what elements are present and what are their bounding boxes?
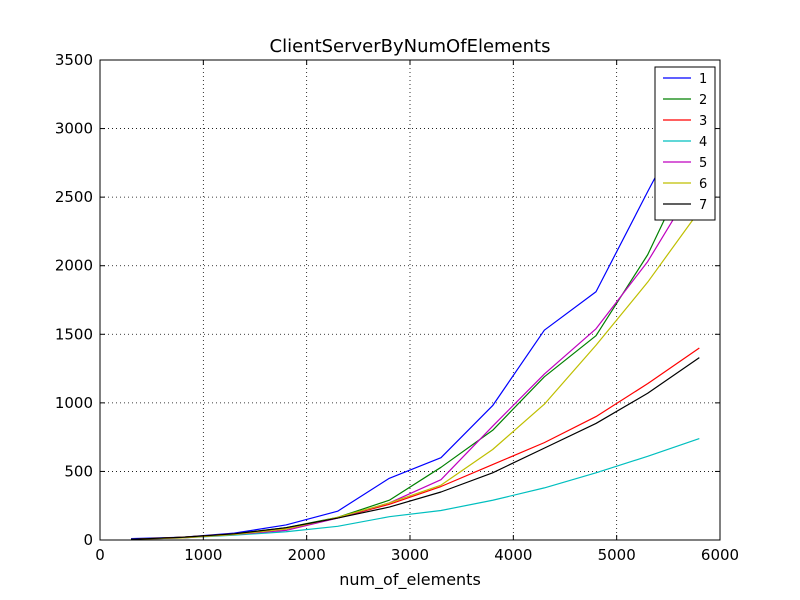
grid [100, 60, 720, 540]
legend-label-7: 7 [699, 198, 707, 213]
series-line-4 [130, 437, 700, 540]
x-tick-label: 0 [95, 546, 105, 564]
legend: 1 2 3 4 5 6 7 [654, 66, 716, 221]
legend-label-6: 6 [699, 177, 707, 192]
x-tick-label: 1000 [184, 546, 222, 564]
y-tick-label: 3500 [55, 51, 93, 69]
chart-title: ClientServerByNumOfElements [270, 36, 551, 57]
legend-box [654, 66, 716, 221]
series-line-7 [130, 357, 700, 540]
legend-label-4: 4 [699, 135, 707, 150]
legend-label-5: 5 [699, 156, 707, 171]
y-tick-label: 2500 [55, 188, 93, 206]
series-line-5 [130, 176, 700, 540]
legend-label-2: 2 [699, 93, 707, 108]
series-line-1 [130, 94, 700, 540]
y-tick-label: 1000 [55, 394, 93, 412]
x-tick-label: 3000 [391, 546, 429, 564]
y-tick-label: 3000 [55, 120, 93, 138]
x-tick-label: 6000 [701, 546, 739, 564]
x-tick-label: 5000 [598, 546, 636, 564]
x-tick-label: 4000 [494, 546, 532, 564]
legend-label-3: 3 [699, 114, 707, 129]
series-line-2 [130, 146, 700, 540]
plot-lines [130, 94, 700, 540]
y-tick-label: 1500 [55, 325, 93, 343]
series-line-3 [130, 347, 700, 540]
x-axis-label: num_of_elements [339, 570, 481, 590]
axis-ticks: 0 1000 2000 3000 4000 5000 6000 0 500 1000 1500 200… [55, 51, 739, 564]
legend-label-1: 1 [699, 72, 707, 87]
y-tick-label: 0 [83, 531, 93, 549]
y-tick-label: 2000 [55, 257, 93, 275]
y-tick-label: 500 [64, 462, 93, 480]
series-line-6 [130, 210, 700, 540]
x-tick-label: 2000 [288, 546, 326, 564]
